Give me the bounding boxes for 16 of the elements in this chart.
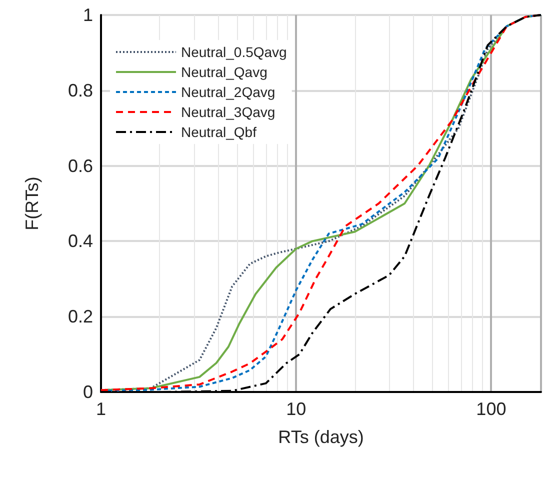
legend-label: Neutral_0.5Qavg xyxy=(181,44,287,60)
legend-label: Neutral_Qavg xyxy=(181,64,268,80)
legend-label: Neutral_2Qavg xyxy=(181,84,276,100)
legend-label: Neutral_Qbf xyxy=(181,124,257,140)
y-tick-label: 0 xyxy=(82,382,93,402)
y-tick-label: 1 xyxy=(82,5,93,25)
y-tick-label: 0.6 xyxy=(68,156,93,176)
legend-label: Neutral_3Qavg xyxy=(181,104,276,120)
x-tick-label: 10 xyxy=(286,399,306,419)
x-axis-title: RTs (days) xyxy=(278,427,364,447)
y-tick-label: 0.4 xyxy=(68,231,93,252)
y-tick-label: 0.2 xyxy=(68,306,93,327)
y-axis-title: F(RTs) xyxy=(22,176,42,230)
y-tick-label: 0.8 xyxy=(68,80,93,100)
x-tick-label: 1 xyxy=(96,399,106,419)
x-tick-label: 100 xyxy=(476,399,506,419)
